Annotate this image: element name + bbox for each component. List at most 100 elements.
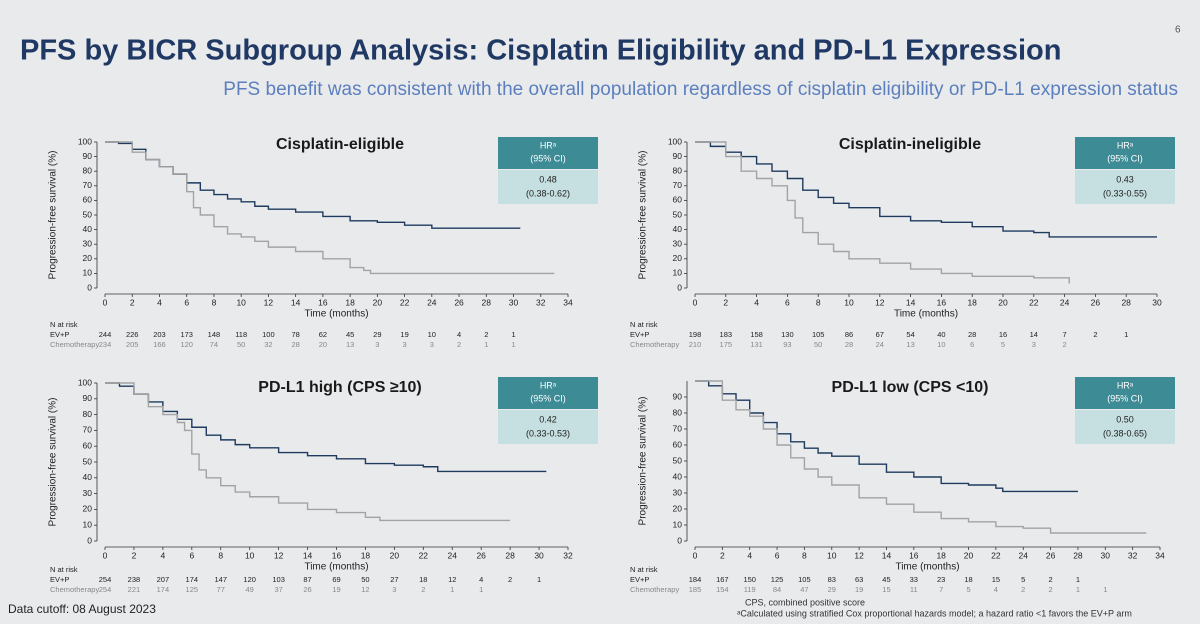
risk-series-name: Chemotherapy — [630, 585, 679, 594]
y-tick-label: 50 — [673, 209, 683, 219]
hr-header: (95% CI) — [1107, 153, 1143, 163]
x-tick-label: 8 — [218, 550, 223, 560]
at-risk-count: 174 — [157, 585, 170, 594]
at-risk-count: 3 — [1032, 340, 1036, 349]
at-risk-count: 174 — [186, 575, 199, 584]
at-risk-count: 19 — [400, 330, 408, 339]
y-tick-label: 80 — [83, 165, 93, 175]
at-risk-count: 4 — [457, 330, 461, 339]
risk-series-name: Chemotherapy — [50, 340, 99, 349]
y-tick-label: 10 — [673, 519, 683, 529]
at-risk-count: 14 — [1030, 330, 1038, 339]
at-risk-count: 5 — [1001, 340, 1005, 349]
y-tick-label: 70 — [83, 180, 93, 190]
y-tick-label: 70 — [673, 180, 683, 190]
at-risk-count: 185 — [689, 585, 702, 594]
at-risk-count: 37 — [274, 585, 282, 594]
x-tick-label: 6 — [184, 297, 189, 307]
at-risk-count: 29 — [828, 585, 836, 594]
y-tick-label: 20 — [83, 253, 93, 263]
hr-value-box — [1075, 170, 1175, 204]
at-risk-count: 1 — [511, 340, 515, 349]
x-tick-label: 6 — [785, 297, 790, 307]
at-risk-count: 2 — [484, 330, 488, 339]
y-tick-label: 40 — [83, 472, 93, 482]
at-risk-count: 1 — [484, 340, 488, 349]
at-risk-count: 2 — [1093, 330, 1097, 339]
x-tick-label: 22 — [991, 550, 1001, 560]
at-risk-count: 1 — [479, 585, 483, 594]
at-risk-count: 83 — [828, 575, 836, 584]
km-curve — [105, 141, 555, 275]
y-tick-label: 40 — [83, 224, 93, 234]
x-tick-label: 28 — [482, 297, 492, 307]
x-tick-label: 18 — [345, 297, 355, 307]
at-risk-count: 183 — [720, 330, 733, 339]
hr-header: (95% CI) — [530, 153, 566, 163]
hr-value: (0.33-0.55) — [1103, 188, 1147, 198]
at-risk-count: 2 — [1049, 585, 1053, 594]
km-curve — [695, 141, 1157, 238]
y-tick-label: 40 — [673, 224, 683, 234]
y-tick-label: 30 — [83, 488, 93, 498]
x-tick-label: 22 — [419, 550, 429, 560]
y-tick-label: 10 — [83, 519, 93, 529]
at-risk-count: 1 — [511, 330, 515, 339]
x-tick-label: 18 — [967, 297, 977, 307]
y-tick-label: 70 — [673, 423, 683, 433]
x-axis-label: Time (months) — [304, 562, 368, 573]
at-risk-count: 147 — [214, 575, 227, 584]
at-risk-count: 118 — [235, 330, 247, 339]
y-tick-label: 100 — [78, 136, 92, 146]
x-tick-label: 2 — [723, 297, 728, 307]
at-risk-count: 20 — [319, 340, 327, 349]
at-risk-count: 103 — [272, 575, 285, 584]
x-axis-label: Time (months) — [895, 562, 959, 573]
data-cutoff: Data cutoff: 08 August 2023 — [8, 602, 156, 616]
at-risk-count: 15 — [882, 585, 890, 594]
at-risk-count: 130 — [781, 330, 794, 339]
at-risk-count: 1 — [1103, 585, 1107, 594]
hr-value-box — [1075, 410, 1175, 444]
x-tick-label: 8 — [816, 297, 821, 307]
at-risk-count: 234 — [99, 340, 112, 349]
y-tick-label: 90 — [83, 393, 93, 403]
at-risk-count: 77 — [217, 585, 225, 594]
hr-header: HRᵃ — [540, 380, 557, 390]
at-risk-count: 29 — [373, 330, 381, 339]
hr-value: (0.38-0.65) — [1103, 428, 1147, 438]
y-tick-label: 60 — [83, 440, 93, 450]
at-risk-count: 87 — [303, 575, 311, 584]
at-risk-count: 148 — [208, 330, 221, 339]
at-risk-count: 203 — [153, 330, 166, 339]
at-risk-count: 84 — [773, 585, 781, 594]
x-tick-label: 18 — [936, 550, 946, 560]
at-risk-count: 221 — [128, 585, 141, 594]
y-tick-label: 50 — [83, 456, 93, 466]
at-risk-count: 19 — [855, 585, 863, 594]
chart-title: PD-L1 high (CPS ≥10) — [258, 379, 421, 396]
x-tick-label: 0 — [103, 550, 108, 560]
hr-header: (95% CI) — [530, 393, 566, 403]
at-risk-count: 86 — [845, 330, 853, 339]
x-tick-label: 2 — [720, 550, 725, 560]
hr-value: 0.42 — [539, 414, 557, 424]
hr-header-box — [498, 137, 598, 169]
x-tick-label: 14 — [303, 550, 313, 560]
x-tick-label: 32 — [536, 297, 546, 307]
x-tick-label: 12 — [854, 550, 864, 560]
footnote: CPS, combined positive score — [745, 597, 865, 607]
y-tick-label: 0 — [87, 535, 92, 545]
x-tick-label: 26 — [1091, 297, 1101, 307]
y-tick-label: 20 — [673, 503, 683, 513]
x-tick-label: 26 — [476, 550, 486, 560]
x-tick-label: 6 — [775, 550, 780, 560]
x-tick-label: 4 — [747, 550, 752, 560]
at-risk-count: 7 — [1063, 330, 1067, 339]
x-tick-label: 4 — [157, 297, 162, 307]
x-tick-label: 14 — [291, 297, 301, 307]
at-risk-count: 6 — [970, 340, 974, 349]
hr-value: (0.33-0.53) — [526, 428, 570, 438]
at-risk-count: 2 — [1063, 340, 1067, 349]
slide-subtitle: PFS benefit was consistent with the over… — [223, 79, 1178, 100]
